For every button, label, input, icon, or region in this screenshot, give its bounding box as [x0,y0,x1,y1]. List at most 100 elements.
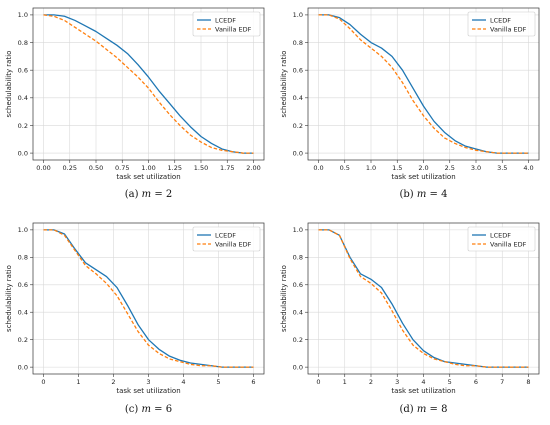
x-tick-label: 1.0 [366,164,376,172]
x-tick-label: 2.5 [445,164,455,172]
y-tick-label: 0.4 [18,309,28,317]
caption-value: = 2 [151,189,172,200]
x-tick-label: 5 [216,378,220,386]
y-tick-label: 0.4 [293,309,303,317]
y-axis-label: schedulability ratio [280,51,288,118]
caption-prefix: (d) [400,404,417,415]
chart-panel-2: 0 1 2 3 4 5 6 0.0 0.2 0.4 0.6 0.8 1.0 task set utiliz… [5,222,265,415]
panel-caption: (d) m = 8 [400,404,448,415]
x-axis-label: task set utilization [391,387,455,395]
chart-panel-0: 0.00 0.25 0.50 0.75 1.00 1.25 1.50 1.75 2.00 0.0 0… [5,7,265,200]
x-axis-label: task set utilization [116,173,180,181]
x-tick-label: 0.75 [115,164,129,172]
y-tick-label: 0.4 [293,94,303,102]
x-tick-label: 8 [526,378,530,386]
y-tick-label: 0.6 [293,281,303,289]
legend-label: LCEDF [215,231,236,239]
y-tick-label: 0.4 [18,94,28,102]
y-tick-label: 0.2 [293,122,303,130]
y-tick-label: 0.8 [18,39,28,47]
panel-caption: (c) m = 6 [125,404,172,415]
x-tick-label: 4 [181,378,185,386]
caption-variable: m [417,404,426,415]
x-tick-label: 3.5 [497,164,507,172]
caption-prefix: (a) [125,189,142,200]
chart-panel-1: 0.0 0.5 1.0 1.5 2.0 2.5 3.0 3.5 4.0 0.0 0.2 0.4 0.6 0… [280,7,540,200]
y-tick-label: 0.6 [18,66,28,74]
x-tick-label: 2 [369,378,373,386]
legend-label: LCEDF [490,231,511,239]
panel-caption: (b) m = 4 [400,189,448,200]
series-line-vanilla-edf [43,229,254,368]
x-tick-label: 1.50 [194,164,208,172]
caption-value: = 6 [151,404,172,415]
series-line-vanilla-edf [318,14,529,154]
y-tick-label: 0.2 [18,122,28,130]
y-tick-label: 0.6 [293,66,303,74]
legend-label: LCEDF [490,16,511,24]
x-tick-label: 1 [76,378,80,386]
x-tick-label: 5 [448,378,452,386]
y-tick-label: 0.0 [18,363,28,371]
legend-box [467,226,536,252]
x-axis-label: task set utilization [391,173,455,181]
series-line-lcedf [43,14,254,154]
caption-variable: m [142,189,151,200]
x-tick-label: 3 [395,378,399,386]
y-tick-label: 0.8 [293,254,303,262]
caption-prefix: (c) [125,404,142,415]
x-tick-label: 2.0 [418,164,428,172]
legend-box [192,11,261,37]
legend-label: Vanilla EDF [215,240,252,248]
y-tick-label: 0.0 [293,363,303,371]
x-tick-label: 0.00 [36,164,50,172]
x-tick-label: 1.5 [392,164,402,172]
x-tick-label: 0.5 [340,164,350,172]
legend-label: LCEDF [215,16,236,24]
caption-value: = 8 [426,404,447,415]
y-tick-label: 1.0 [293,11,303,19]
x-axis-label: task set utilization [116,387,180,395]
x-tick-label: 3 [146,378,150,386]
panel-caption: (a) m = 2 [125,189,173,200]
series-line-vanilla-edf [43,14,254,154]
x-tick-label: 1.00 [141,164,155,172]
series-line-vanilla-edf [318,229,529,368]
legend-label: Vanilla EDF [490,240,527,248]
legend-box [192,226,261,252]
y-tick-label: 0.8 [18,254,28,262]
y-tick-label: 0.0 [293,149,303,157]
y-axis-label: schedulability ratio [5,265,13,332]
x-tick-label: 2 [111,378,115,386]
legend-label: Vanilla EDF [215,25,252,33]
caption-variable: m [142,404,151,415]
chart-panel-3: 0 1 2 3 4 5 6 7 8 0.0 0.2 0.4 0.6 0.8 1.0 task set util… [280,222,540,415]
y-axis-label: schedulability ratio [5,51,13,118]
x-tick-label: 3.0 [471,164,481,172]
y-axis-label: schedulability ratio [280,265,288,332]
x-tick-label: 0.50 [89,164,103,172]
caption-variable: m [417,189,426,200]
x-tick-label: 0 [41,378,45,386]
x-tick-label: 4.0 [523,164,533,172]
y-tick-label: 0.6 [18,281,28,289]
x-tick-label: 0 [316,378,320,386]
x-tick-label: 6 [251,378,255,386]
y-tick-label: 0.2 [18,336,28,344]
legend-box [467,11,536,37]
x-tick-label: 0.0 [313,164,323,172]
x-tick-label: 7 [500,378,504,386]
caption-value: = 4 [426,189,447,200]
x-tick-label: 2.00 [246,164,260,172]
x-tick-label: 0.25 [63,164,77,172]
legend-label: Vanilla EDF [490,25,527,33]
y-tick-label: 0.8 [293,39,303,47]
y-tick-label: 1.0 [293,226,303,234]
y-tick-label: 0.0 [18,149,28,157]
y-tick-label: 0.2 [293,336,303,344]
